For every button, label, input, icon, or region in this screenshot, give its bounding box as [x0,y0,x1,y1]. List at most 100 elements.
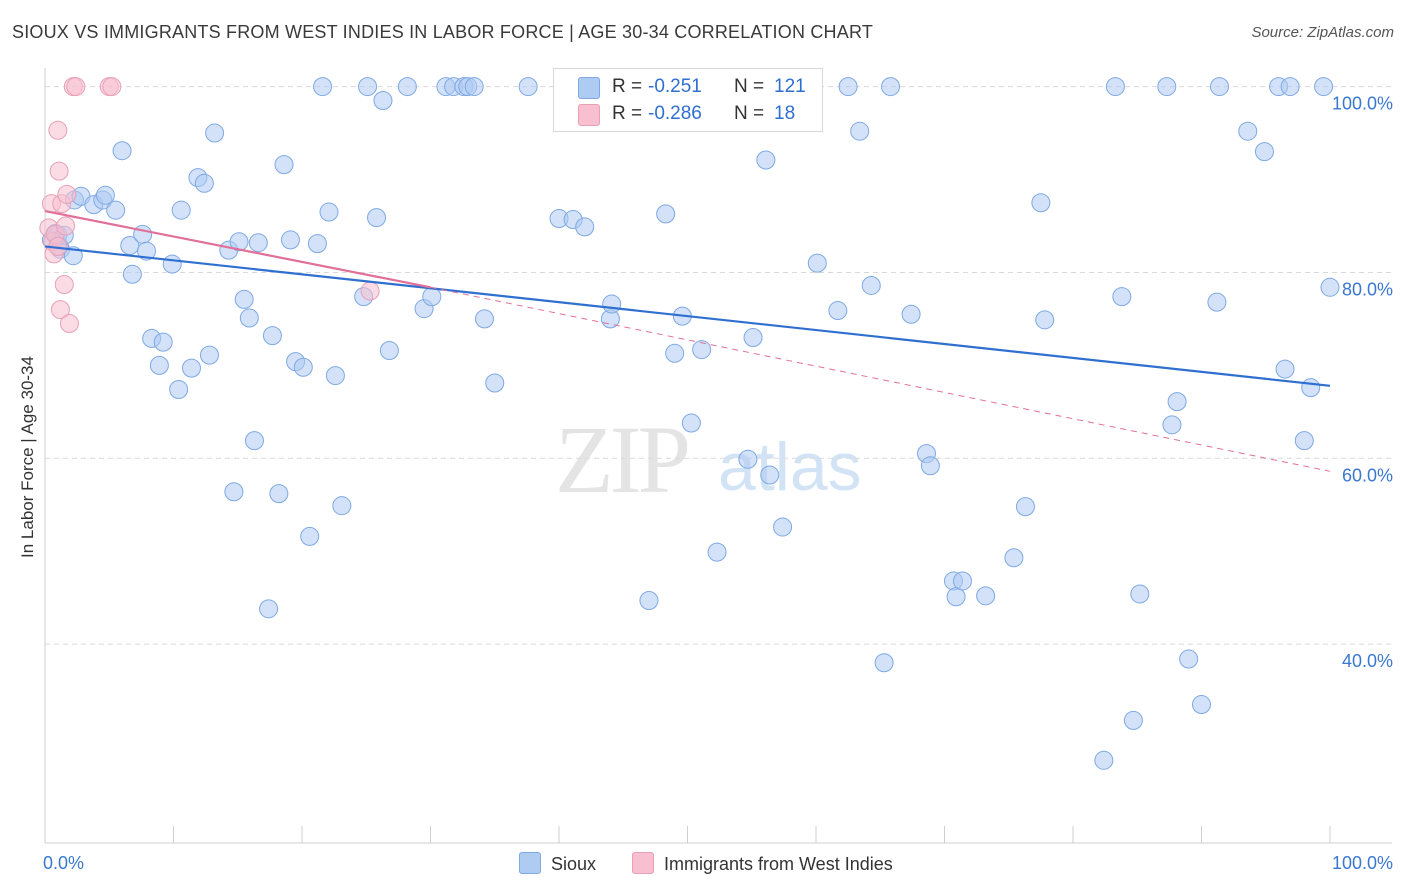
legend-r-label: R = [612,103,643,124]
bottom-legend-sioux: Sioux [519,852,596,875]
y-tick-label: 80.0% [1342,279,1393,299]
west-indies-point [49,161,69,181]
bottom-legend-west-indies: Immigrants from West Indies [632,852,893,875]
sioux-point [133,224,153,244]
legend-r-value: -0.286 [648,103,702,124]
sioux-point [874,653,894,673]
sioux-point [269,484,289,504]
sioux-point [743,327,763,347]
sioux-point [575,217,595,237]
sioux-point [1209,77,1229,97]
sioux-point [1238,121,1258,141]
sioux-point [153,332,173,352]
sioux-point [1301,378,1321,398]
sioux-point [1035,310,1055,330]
sioux-point [1123,710,1143,730]
sioux-point [1094,750,1114,770]
x-tick-label-min: 0.0% [43,853,84,873]
y-tick-label: 60.0% [1342,465,1393,485]
sioux-point [379,340,399,360]
sioux-point [319,202,339,222]
sioux-point [205,123,225,143]
sioux-point [1207,292,1227,312]
sioux-point [756,150,776,170]
west-indies-point [59,314,79,334]
sioux-point [464,77,484,97]
sioux-point [1254,142,1274,162]
sioux-point [773,517,793,537]
sioux-point [861,275,881,295]
bottom-legend-swatch-sioux [519,852,541,874]
legend-swatch-west-indies [578,104,600,126]
west-indies-point [102,77,122,97]
sioux-point [1167,392,1187,412]
sioux-point [976,586,996,606]
trend-lines [44,210,1331,472]
legend-swatch-sioux [578,77,600,99]
sioux-point [280,230,300,250]
correlation-legend: R = -0.251 N = 121 R = -0.286 N = 18 [553,68,823,132]
legend-n-value: 121 [774,76,806,97]
sioux-point [1015,497,1035,517]
sioux-point [149,355,169,375]
y-tick-label: 100.0% [1332,94,1393,114]
sioux-point [639,590,659,610]
data-points [39,77,1340,770]
legend-n-value: 18 [774,103,796,124]
sioux-point [681,413,701,433]
sioux-point [112,141,132,161]
bottom-legend-label-west-indies: Immigrants from West Indies [664,854,893,874]
sioux-point [199,345,219,365]
sioux-point [474,309,494,329]
west-indies-point [66,77,86,97]
sioux-point [707,542,727,562]
source-label: Source: ZipAtlas.com [1251,24,1394,41]
sioux-point [106,200,126,220]
sioux-point [63,246,83,266]
sioux-point [234,289,254,309]
tick-labels: 40.0% 60.0% 80.0% 100.0% 0.0% 100.0% [43,94,1393,873]
sioux-point [397,77,417,97]
sioux-point [300,526,320,546]
sioux-point [169,380,189,400]
sioux-point [1294,431,1314,451]
sioux-point [692,340,712,360]
sioux-point [920,456,940,476]
west-indies-point [360,281,380,301]
sioux-point [358,77,378,97]
legend-r-label: R = [612,76,643,97]
west-indies-point [54,275,74,295]
sioux-point [1275,359,1295,379]
sioux-point [1162,415,1182,435]
sioux-point [1031,193,1051,213]
sioux-point [194,173,214,193]
sioux-point [373,91,393,111]
sioux-point [95,185,115,205]
sioux-point [332,496,352,516]
sioux-point [828,301,848,321]
west-indies-point [56,216,76,236]
sioux-trend-line [44,245,1331,387]
x-tick-label-max: 100.0% [1332,853,1393,873]
sioux-point [239,308,259,328]
sioux-point [262,326,282,346]
sioux-point [248,233,268,253]
sioux-point [1280,77,1300,97]
sioux-point [1320,277,1340,297]
sioux-point [307,234,327,254]
watermark-zip: ZIP [555,406,688,513]
watermark-atlas: atlas [718,429,862,505]
sioux-point [838,77,858,97]
sioux-point [122,264,142,284]
sioux-point [325,366,345,386]
sioux-point [518,77,538,97]
sioux-point [1314,77,1334,97]
legend-r-value: -0.251 [648,76,702,97]
sioux-point [485,373,505,393]
sioux-point [807,253,827,273]
sioux-point [850,121,870,141]
sioux-point [1179,649,1199,669]
sioux-point [1192,695,1211,715]
sioux-point [162,254,182,274]
sioux-point [313,77,333,97]
